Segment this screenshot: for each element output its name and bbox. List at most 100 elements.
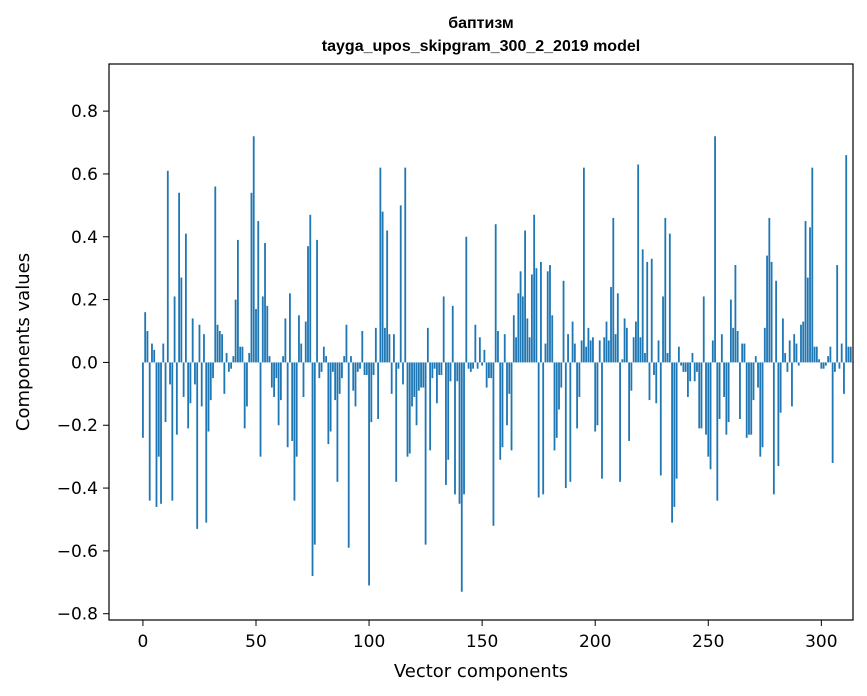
bar-188 [567,334,569,363]
bar-297 [813,346,816,363]
bar-3 [148,362,151,501]
bar-202 [598,340,601,363]
bar-114 [399,205,402,363]
bar-232 [666,352,669,363]
bar-281 [777,362,780,467]
bar-83 [329,362,332,432]
bar-227 [655,362,658,404]
bar-311 [845,155,848,363]
bar-220 [639,337,642,363]
bar-47 [248,352,251,363]
bar-50 [255,309,257,363]
bar-301 [822,362,825,369]
bar-10 [164,362,167,423]
bar-219 [637,164,640,363]
bar-271 [754,356,757,363]
bar-109 [388,334,391,363]
bar-98 [363,362,366,375]
bar-182 [553,362,556,451]
bar-54 [264,243,266,363]
bar-96 [359,362,361,369]
bar-205 [605,321,608,363]
bar-9 [162,343,165,363]
bar-195 [582,167,585,363]
bar-79 [320,362,323,372]
bar-82 [327,362,330,445]
bar-210 [616,293,619,363]
bar-237 [677,346,680,363]
bar-16 [178,192,181,363]
bar-283 [781,318,784,363]
bar-243 [691,352,694,363]
bar-145 [469,362,472,372]
bar-162 [508,362,511,394]
bar-48 [250,192,253,363]
bar-238 [680,362,683,366]
bar-224 [648,362,651,401]
bar-87 [338,362,341,394]
bar-24 [196,362,199,529]
bar-143 [465,236,468,363]
bar-288 [793,334,796,363]
bar-257 [723,362,726,397]
bar-60 [277,362,280,426]
bar-8 [160,362,162,504]
bar-27 [203,334,205,363]
bar-124 [422,362,425,388]
bar-72 [304,321,307,363]
bar-302 [824,362,827,366]
bar-156 [494,224,497,363]
bar-122 [417,362,420,391]
bar-306 [834,362,836,372]
bar-100 [368,362,370,586]
bar-153 [488,362,490,379]
bar-118 [408,362,411,454]
bar-142 [463,362,465,495]
bar-214 [625,327,628,363]
bar-309 [840,343,843,363]
bar-108 [386,230,389,363]
bar-236 [675,362,678,479]
bar-12 [169,362,171,385]
bar-166 [517,293,520,363]
x-axis-label: Vector components [394,661,568,682]
bar-61 [279,362,282,401]
bar-150 [481,362,484,366]
bar-119 [411,362,413,407]
bar-276 [766,255,768,363]
bar-154 [490,362,493,379]
bar-148 [476,362,479,369]
bar-4 [151,343,153,363]
chart-title-line-2: tayga_upos_skipgram_300_2_2019 model [322,38,640,55]
bar-173 [533,214,536,363]
bar-310 [843,362,845,394]
bar-170 [526,318,529,363]
bar-14 [173,296,176,363]
bar-139 [456,362,459,382]
bar-299 [818,359,820,363]
bar-110 [390,362,393,394]
bar-278 [770,261,773,363]
bar-167 [519,271,522,363]
bar-80 [322,346,325,363]
y-tick-label: 0.0 [71,353,98,373]
bar-171 [528,337,531,363]
bar-282 [779,362,782,413]
bar-181 [551,315,554,363]
y-tick-label: −0.2 [57,416,98,436]
bar-7 [157,362,160,457]
bar-103 [374,327,377,363]
bar-259 [727,362,730,423]
bar-290 [797,362,800,366]
bar-69 [298,315,300,363]
bar-91 [347,362,350,548]
bar-37 [225,352,228,363]
bar-41 [234,299,237,363]
bar-134 [445,362,447,485]
bar-65 [289,293,291,363]
bar-131 [438,362,441,375]
bar-251 [709,362,712,470]
bar-63 [284,318,287,363]
bar-146 [472,362,474,369]
bar-160 [503,334,506,363]
